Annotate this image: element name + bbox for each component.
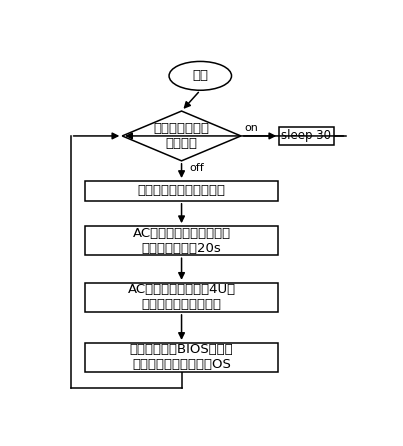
Text: AC疲劳测试机上电，4U治
具上电，测试节点上电: AC疲劳测试机上电，4U治 具上电，测试节点上电 <box>127 283 236 311</box>
Text: 主测试节点执行关机脚本: 主测试节点执行关机脚本 <box>137 184 226 198</box>
Text: sleep 30: sleep 30 <box>281 129 332 142</box>
Bar <box>85 226 278 255</box>
Bar <box>279 127 334 145</box>
Bar <box>85 181 278 201</box>
Polygon shape <box>122 111 241 161</box>
Bar <box>85 343 278 372</box>
Text: AC疲劳测试机断电，并进
入断电延时计时20s: AC疲劳测试机断电，并进 入断电延时计时20s <box>133 227 231 255</box>
Text: off: off <box>189 162 204 173</box>
Text: 测试节点上电BIOS控制测
试节点开机并正常进入OS: 测试节点上电BIOS控制测 试节点开机并正常进入OS <box>130 343 233 372</box>
Bar <box>85 283 278 312</box>
Text: 副测试节点的开
关机状态: 副测试节点的开 关机状态 <box>154 122 210 150</box>
Text: on: on <box>244 123 258 132</box>
Text: 开始: 开始 <box>192 69 208 83</box>
